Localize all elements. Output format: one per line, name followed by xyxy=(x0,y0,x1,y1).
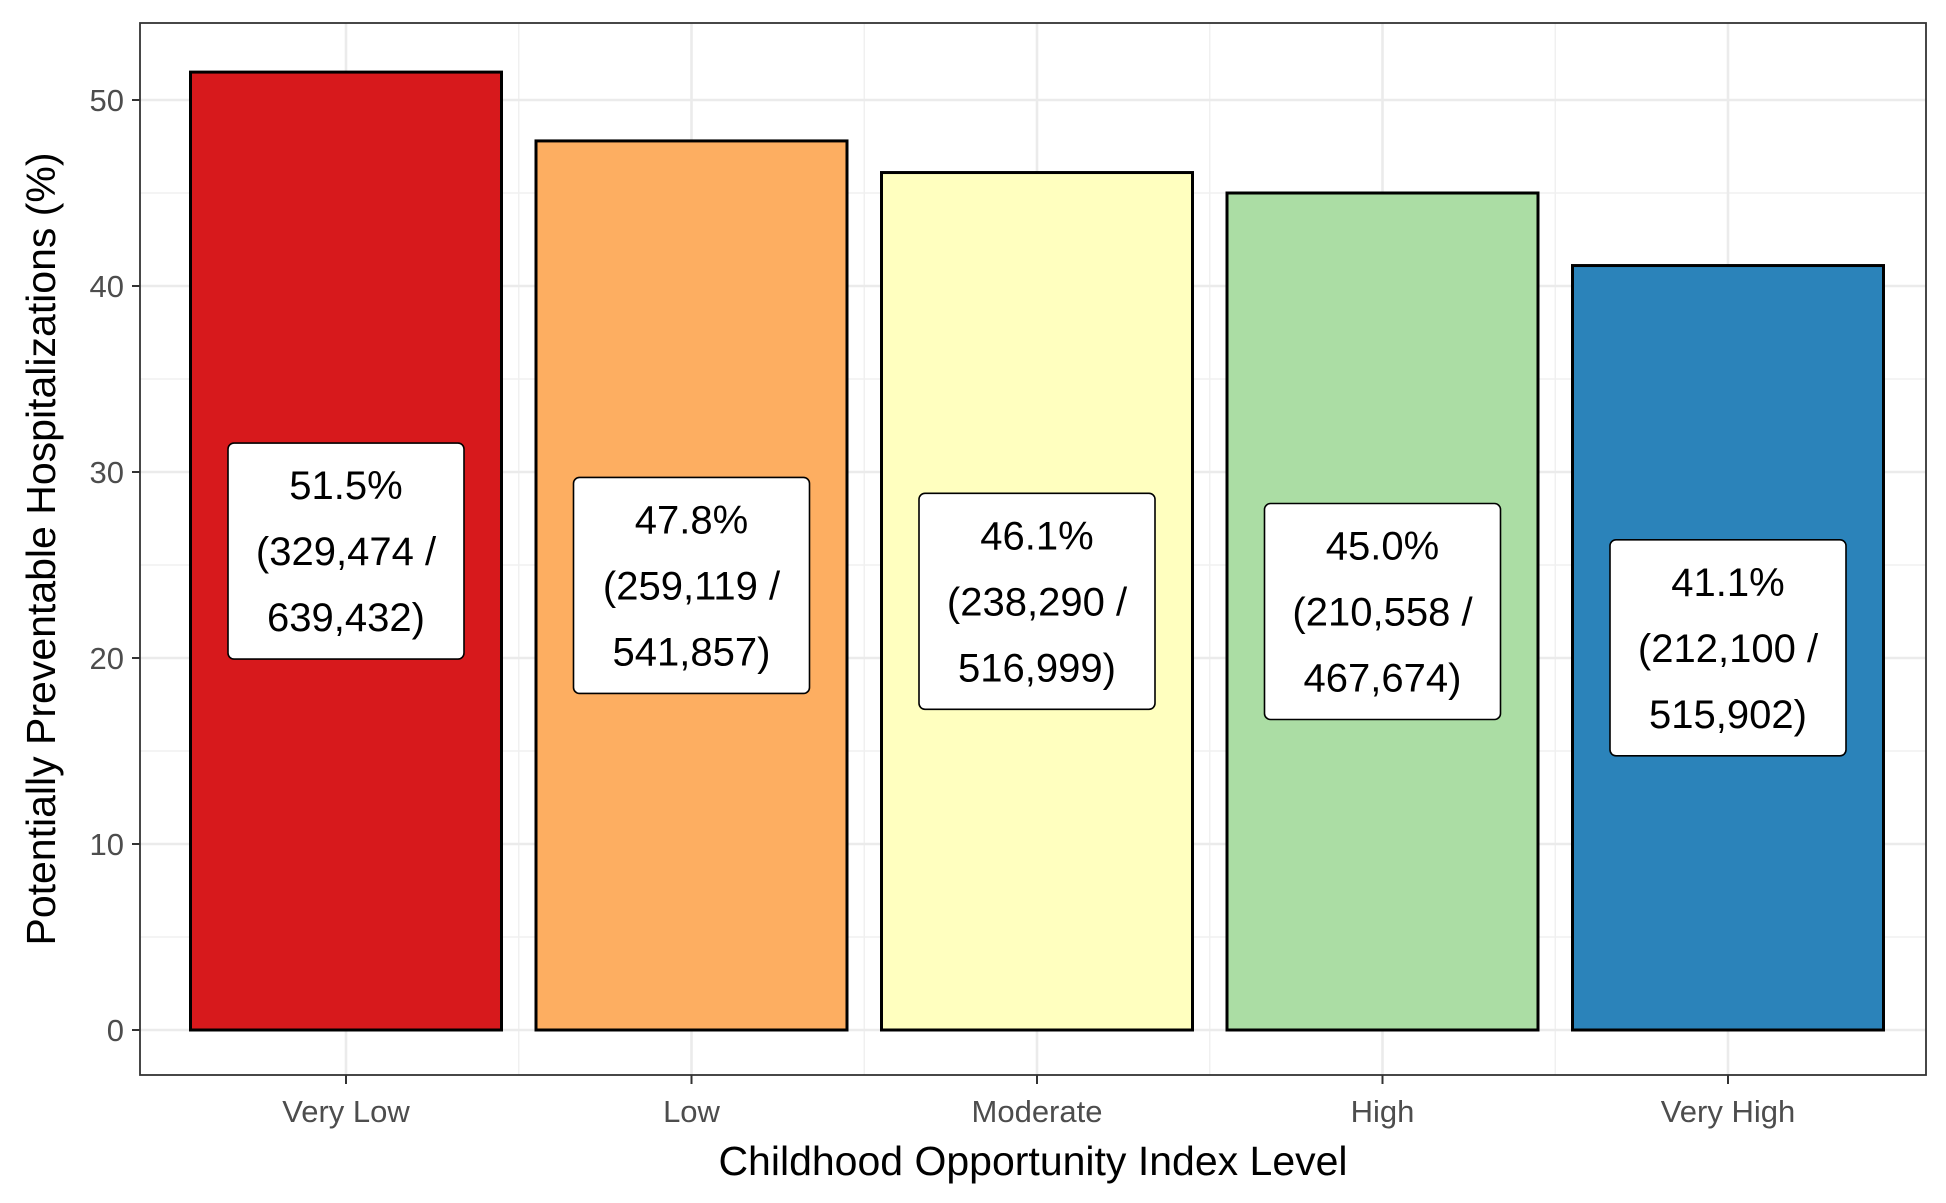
y-tick-label: 40 xyxy=(90,269,124,304)
axes: 0 10 20 30 40 50 Very Low Low Moderate High Very H… xyxy=(90,83,1796,1129)
x-tick-label: Very Low xyxy=(282,1094,410,1129)
x-tick-label: Low xyxy=(663,1094,720,1129)
bar-label-line: (259,119 / xyxy=(603,564,781,608)
bar-labels: 51.5% (329,474 / 639,432) 47.8% (259,119 / 54… xyxy=(227,442,1847,757)
bar-label-line: 467,674) xyxy=(1304,657,1462,701)
x-tick-label: Very High xyxy=(1661,1094,1795,1129)
bar-label-line: 41.1% xyxy=(1671,561,1784,605)
y-tick-label: 30 xyxy=(90,455,124,490)
y-tick-label: 20 xyxy=(90,641,124,676)
bar-label-line: 639,432) xyxy=(267,596,425,640)
bar-label-box xyxy=(227,442,465,660)
bar-label-box xyxy=(572,476,811,695)
bar-label-line: 51.5% xyxy=(289,464,402,508)
x-tick-label: Moderate xyxy=(972,1094,1103,1129)
bar-label-line: (210,558 / xyxy=(1292,591,1473,635)
y-tick-label: 50 xyxy=(90,83,124,118)
bar-label-line: 47.8% xyxy=(635,498,748,542)
x-tick-label: High xyxy=(1351,1094,1415,1129)
bar-label-line: 515,902) xyxy=(1649,693,1807,737)
bar-label-line: 541,857) xyxy=(613,630,771,674)
bar-label-line: (212,100 / xyxy=(1638,627,1819,671)
bar-label-box xyxy=(1609,538,1847,757)
y-tick-label: 10 xyxy=(90,827,124,862)
bar-label-box xyxy=(1263,502,1502,721)
bar-label-box xyxy=(918,492,1156,711)
bar-label-line: (329,474 / xyxy=(256,530,437,574)
x-axis-title: Childhood Opportunity Index Level xyxy=(718,1138,1347,1184)
bar-label-line: 46.1% xyxy=(980,514,1093,558)
bar-label-line: 45.0% xyxy=(1326,525,1439,569)
y-axis-title: Potentially Preventable Hospitalizations… xyxy=(18,152,64,945)
bar-label-line: (238,290 / xyxy=(947,580,1128,624)
plot-panel-border xyxy=(139,22,1927,1076)
y-tick-label: 0 xyxy=(107,1013,124,1048)
bar-label-line: 516,999) xyxy=(958,646,1116,690)
